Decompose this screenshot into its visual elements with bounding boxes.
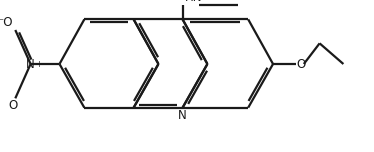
Text: N: N (178, 109, 187, 122)
Text: O: O (9, 99, 18, 112)
Text: ⁻O: ⁻O (0, 16, 12, 29)
Text: +: + (36, 60, 43, 69)
Text: O: O (297, 57, 306, 71)
Text: N: N (26, 57, 35, 71)
Text: HN: HN (185, 0, 202, 4)
